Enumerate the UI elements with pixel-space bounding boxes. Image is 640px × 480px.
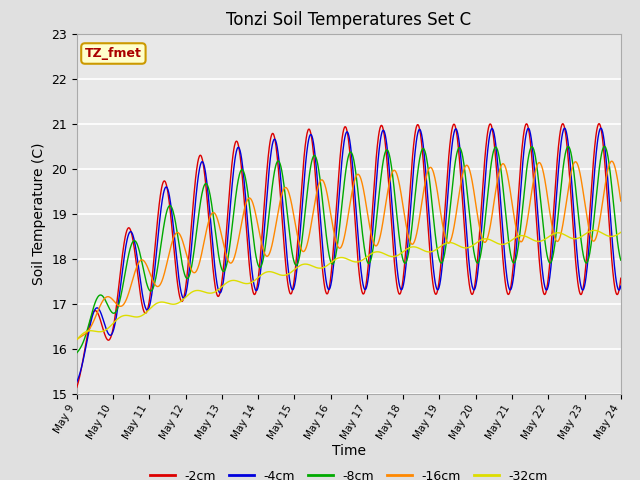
Title: Tonzi Soil Temperatures Set C: Tonzi Soil Temperatures Set C xyxy=(226,11,472,29)
Text: TZ_fmet: TZ_fmet xyxy=(85,47,142,60)
Legend: -2cm, -4cm, -8cm, -16cm, -32cm: -2cm, -4cm, -8cm, -16cm, -32cm xyxy=(145,465,553,480)
X-axis label: Time: Time xyxy=(332,444,366,458)
Y-axis label: Soil Temperature (C): Soil Temperature (C) xyxy=(31,143,45,285)
